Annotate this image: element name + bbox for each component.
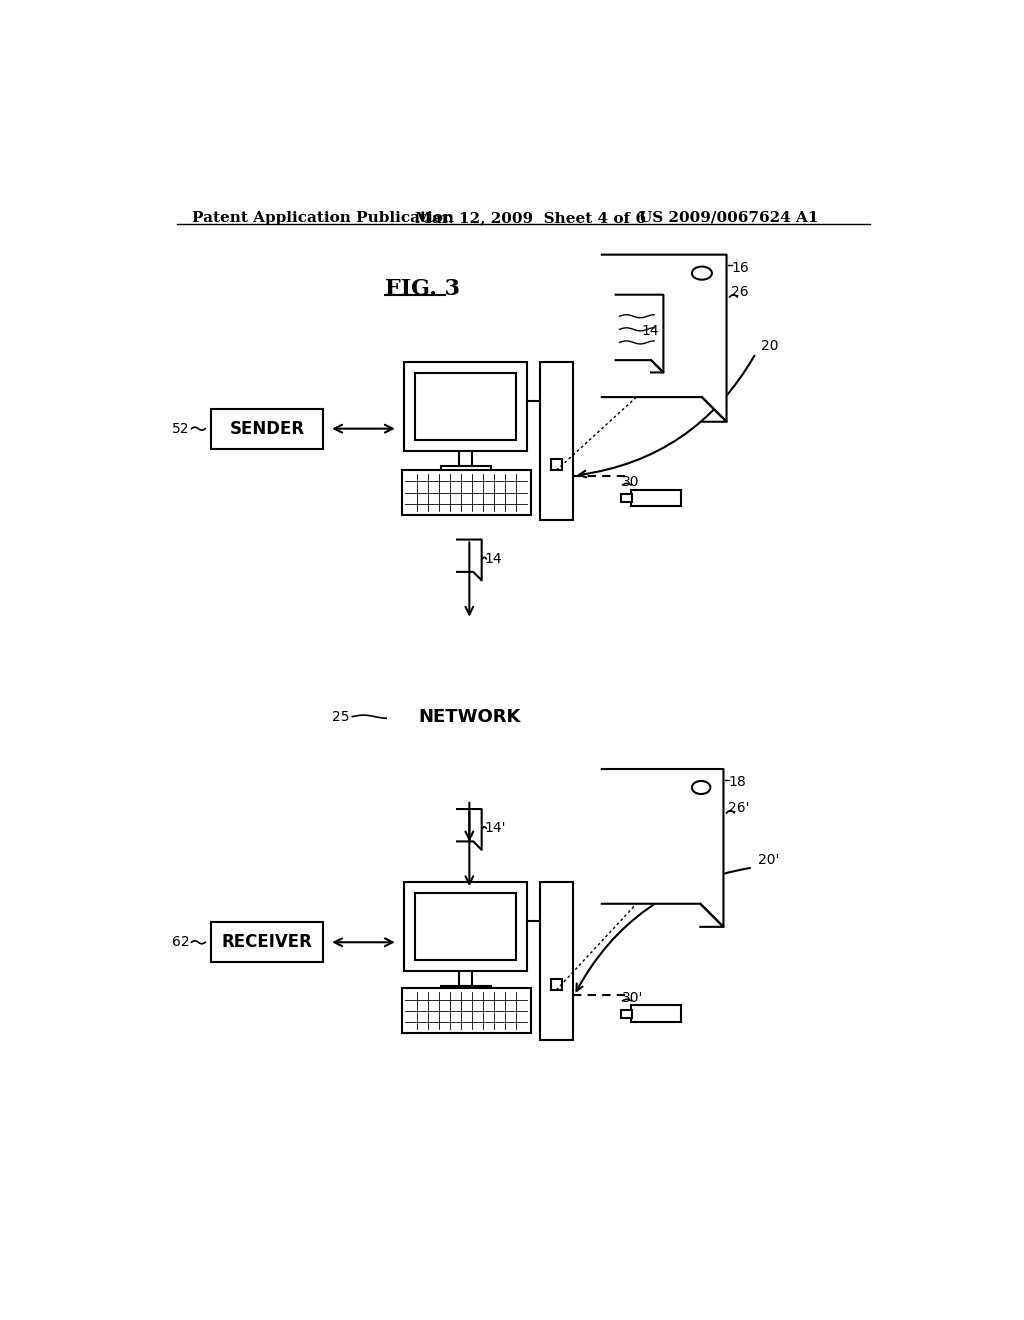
Polygon shape [457, 540, 481, 581]
Text: 20: 20 [761, 338, 778, 352]
FancyBboxPatch shape [631, 1006, 681, 1022]
FancyBboxPatch shape [211, 409, 323, 449]
Ellipse shape [692, 267, 712, 280]
Ellipse shape [692, 781, 711, 795]
FancyBboxPatch shape [541, 363, 572, 520]
Polygon shape [602, 255, 727, 422]
FancyBboxPatch shape [441, 466, 490, 473]
Text: 30: 30 [622, 475, 639, 488]
FancyBboxPatch shape [415, 374, 516, 441]
Text: Mar. 12, 2009  Sheet 4 of 6: Mar. 12, 2009 Sheet 4 of 6 [416, 211, 646, 224]
FancyBboxPatch shape [551, 979, 562, 990]
FancyBboxPatch shape [403, 882, 527, 970]
Text: 14: 14 [641, 323, 658, 338]
Text: 14: 14 [484, 552, 503, 566]
FancyBboxPatch shape [551, 459, 562, 470]
FancyBboxPatch shape [211, 923, 323, 962]
FancyBboxPatch shape [460, 451, 472, 466]
Polygon shape [457, 809, 481, 850]
FancyArrowPatch shape [577, 869, 750, 991]
FancyBboxPatch shape [621, 1010, 632, 1018]
Text: 20': 20' [758, 853, 779, 867]
FancyBboxPatch shape [631, 490, 681, 507]
Text: 16: 16 [731, 261, 749, 275]
FancyBboxPatch shape [415, 892, 516, 960]
Text: 62: 62 [172, 936, 189, 949]
Text: 26': 26' [728, 800, 750, 814]
FancyBboxPatch shape [403, 363, 527, 451]
Polygon shape [615, 294, 664, 372]
Text: Patent Application Publication: Patent Application Publication [193, 211, 455, 224]
FancyBboxPatch shape [460, 970, 472, 986]
Polygon shape [602, 770, 724, 927]
Text: FIG. 3: FIG. 3 [385, 277, 460, 300]
FancyBboxPatch shape [401, 470, 531, 515]
FancyBboxPatch shape [441, 986, 490, 993]
Text: 25: 25 [332, 710, 349, 723]
Text: 18: 18 [728, 775, 745, 789]
Text: 14': 14' [484, 821, 506, 836]
FancyArrowPatch shape [580, 355, 755, 478]
Text: 30': 30' [622, 991, 643, 1005]
Text: 26: 26 [731, 285, 749, 298]
FancyBboxPatch shape [541, 882, 572, 1040]
Text: US 2009/0067624 A1: US 2009/0067624 A1 [639, 211, 818, 224]
Text: RECEIVER: RECEIVER [221, 933, 312, 952]
Text: SENDER: SENDER [229, 420, 304, 438]
Text: NETWORK: NETWORK [418, 708, 520, 726]
Circle shape [386, 634, 553, 800]
FancyBboxPatch shape [621, 494, 632, 502]
FancyBboxPatch shape [401, 989, 531, 1034]
Text: 52: 52 [172, 421, 189, 436]
